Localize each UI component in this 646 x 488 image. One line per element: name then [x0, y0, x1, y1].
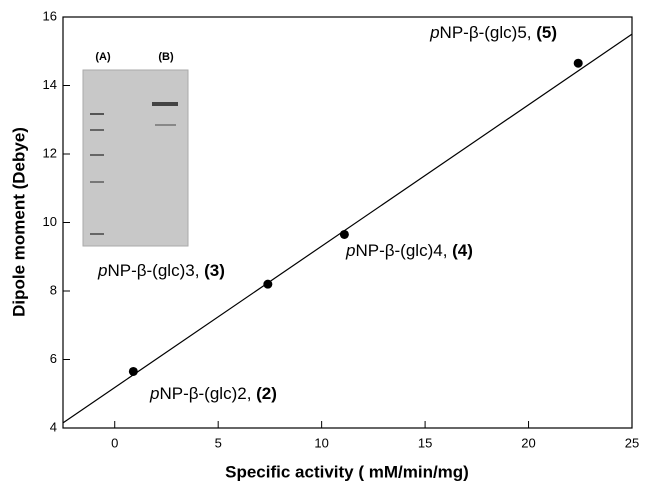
x-tick-label: 25 — [625, 435, 639, 450]
x-tick-label: 0 — [111, 435, 118, 450]
annotation-text: NP-β-(glc)3, — [107, 261, 204, 280]
inset-label: (A) — [95, 51, 111, 63]
annotation: pNP-β-(glc)2, (2) — [149, 384, 277, 403]
data-point — [263, 279, 273, 289]
y-tick-label: 10 — [43, 214, 57, 229]
annotation-italic: p — [429, 23, 439, 42]
y-tick-label: 16 — [43, 8, 57, 23]
fit-line — [62, 33, 633, 424]
x-tick-label: 20 — [521, 435, 535, 450]
annotation-bold: (3) — [204, 261, 225, 280]
data-point — [339, 229, 349, 239]
y-tick-label: 8 — [50, 282, 57, 297]
inset-gel: (A) (B) — [82, 51, 189, 247]
annotation-italic: p — [97, 261, 107, 280]
gel-image — [83, 70, 188, 246]
annotation: pNP-β-(glc)5, (5) — [429, 23, 557, 42]
annotation-italic: p — [345, 241, 355, 260]
inset-label: (B) — [158, 51, 174, 63]
annotation: pNP-β-(glc)3, (3) — [97, 261, 225, 280]
y-axis-label: Dipole moment (Debye) — [9, 127, 28, 317]
x-tick-label: 10 — [314, 435, 328, 450]
annotation-text: NP-β-(glc)2, — [159, 384, 256, 403]
data-point — [128, 366, 138, 376]
annotation-text: NP-β-(glc)5, — [440, 23, 537, 42]
y-tick-label: 4 — [50, 419, 57, 434]
annotation-italic: p — [149, 384, 159, 403]
annotation-bold: (5) — [536, 23, 557, 42]
annotation-bold: (4) — [452, 241, 473, 260]
y-tick-label: 14 — [43, 77, 57, 92]
y-tick-label: 6 — [50, 351, 57, 366]
annotation-bold: (2) — [256, 384, 277, 403]
annotation: pNP-β-(glc)4, (4) — [345, 241, 473, 260]
data-point — [573, 58, 583, 68]
annotation-text: NP-β-(glc)4, — [355, 241, 452, 260]
x-tick-label: 15 — [418, 435, 432, 450]
x-tick-label: 5 — [215, 435, 222, 450]
gel-border — [82, 69, 189, 247]
x-axis-label: Specific activity ( mM/min/mg) — [225, 462, 469, 481]
y-tick-label: 12 — [43, 145, 57, 160]
